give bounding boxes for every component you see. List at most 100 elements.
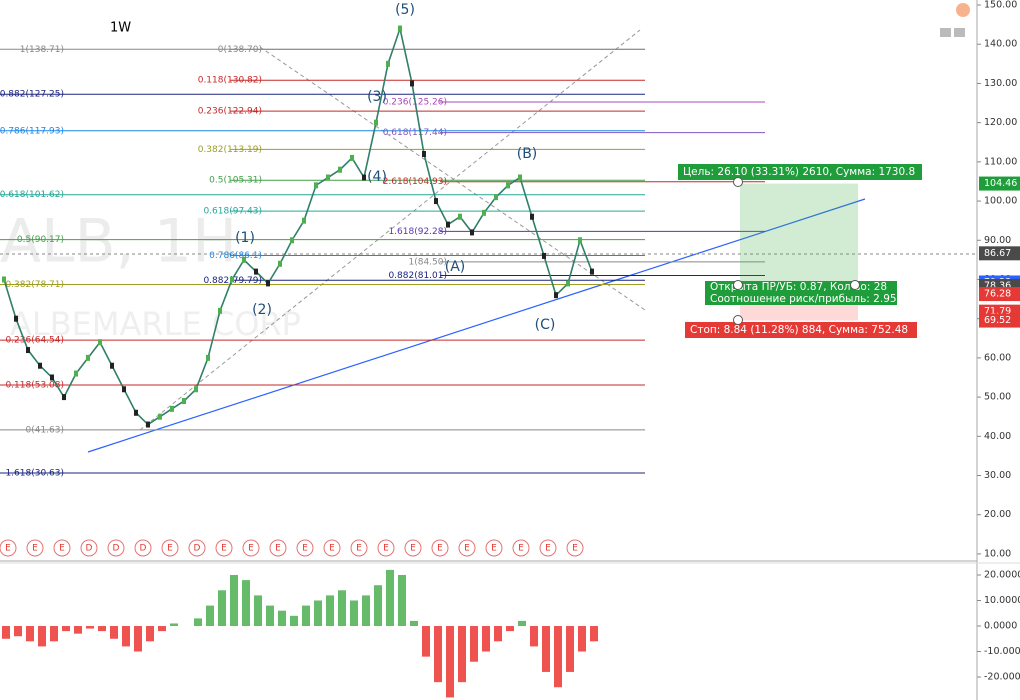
fib-label: 0.882(127.25) xyxy=(0,90,64,100)
candle xyxy=(398,25,402,32)
osc-bar xyxy=(122,626,130,647)
candle xyxy=(206,354,210,361)
candle xyxy=(494,194,498,201)
wave-label: (A) xyxy=(445,259,466,275)
fib-label: 1.618(92.28) xyxy=(388,227,447,237)
price-badge xyxy=(979,176,1020,191)
y-tick-label: 150.00 xyxy=(984,0,1017,11)
event-marker[interactable] xyxy=(485,539,503,557)
candle xyxy=(566,280,570,287)
event-marker[interactable] xyxy=(404,539,422,557)
y-tick-label: 100.00 xyxy=(984,196,1017,207)
event-marker[interactable] xyxy=(188,539,206,557)
stop-label-bg xyxy=(685,322,917,338)
candle xyxy=(158,413,162,420)
fib-diagonal xyxy=(259,46,646,311)
candle xyxy=(338,166,342,173)
candle xyxy=(386,60,390,67)
osc-bar xyxy=(26,626,34,642)
candle xyxy=(410,80,414,87)
event-marker[interactable] xyxy=(566,539,584,557)
event-marker[interactable] xyxy=(0,539,17,557)
candle xyxy=(62,394,66,401)
fib-label: 0.618(117.44) xyxy=(383,128,447,138)
event-marker[interactable] xyxy=(296,539,314,557)
event-label: E xyxy=(518,544,524,554)
y-tick-label: 130.00 xyxy=(984,78,1017,89)
osc-tick-label: 10.0000 xyxy=(984,595,1020,606)
fib-label: 0.5(90.17) xyxy=(17,235,64,245)
event-label: E xyxy=(491,544,497,554)
osc-bar xyxy=(266,605,274,627)
event-marker[interactable] xyxy=(458,539,476,557)
candle xyxy=(86,354,90,361)
handle[interactable] xyxy=(733,315,743,325)
osc-bar xyxy=(14,626,22,637)
event-marker[interactable] xyxy=(269,539,287,557)
osc-bar xyxy=(2,626,10,639)
event-label: E xyxy=(383,544,389,554)
event-marker[interactable] xyxy=(26,539,44,557)
candle xyxy=(38,362,42,369)
osc-bar xyxy=(374,585,382,627)
target-label: Цель: 26.10 (33.31%) 2610, Сумма: 1730.8 xyxy=(683,166,915,178)
avatar[interactable] xyxy=(956,3,970,17)
fib-label: 1(138.71) xyxy=(20,45,64,55)
osc-bar xyxy=(314,600,322,627)
scale-button[interactable] xyxy=(940,28,951,37)
event-marker[interactable] xyxy=(323,539,341,557)
fib-label: 0.5(105.31) xyxy=(209,176,262,186)
price-badge-label: 69.52 xyxy=(984,315,1011,326)
event-marker[interactable] xyxy=(107,539,125,557)
osc-bar xyxy=(530,626,538,647)
event-marker[interactable] xyxy=(431,539,449,557)
candle xyxy=(506,182,510,189)
handle[interactable] xyxy=(733,177,743,187)
scale-button[interactable] xyxy=(954,28,965,37)
osc-bar xyxy=(242,580,250,627)
wave-label: (2) xyxy=(252,302,272,318)
event-label: E xyxy=(248,544,254,554)
event-marker[interactable] xyxy=(512,539,530,557)
osc-bar xyxy=(578,626,586,652)
osc-bar xyxy=(518,620,526,627)
event-label: D xyxy=(140,544,147,554)
osc-bar xyxy=(386,569,394,627)
candle xyxy=(182,398,186,405)
price-badge-label: 86.67 xyxy=(984,248,1011,259)
y-tick-label: 140.00 xyxy=(984,39,1017,50)
candle xyxy=(122,386,126,393)
y-tick-label: 50.00 xyxy=(984,392,1011,403)
event-label: E xyxy=(221,544,227,554)
event-marker[interactable] xyxy=(134,539,152,557)
handle[interactable] xyxy=(850,280,860,290)
event-marker[interactable] xyxy=(377,539,395,557)
osc-bar xyxy=(134,626,142,652)
event-marker[interactable] xyxy=(350,539,368,557)
osc-bar xyxy=(542,626,550,672)
event-marker[interactable] xyxy=(80,539,98,557)
price-badge xyxy=(979,287,1020,302)
event-label: E xyxy=(545,544,551,554)
event-marker[interactable] xyxy=(539,539,557,557)
fib-label: 0(41.63) xyxy=(25,425,64,435)
watermark: ALB, 1H xyxy=(0,207,237,277)
osc-tick-label: 0.0000 xyxy=(984,621,1017,632)
open-label: Открыта ПР/УБ: 0.87, Кол-во: 28 xyxy=(710,281,887,293)
fib-label: 0.236(64.54) xyxy=(5,336,64,346)
candle xyxy=(266,280,270,287)
event-marker[interactable] xyxy=(53,539,71,557)
wave-label: (4) xyxy=(367,169,387,185)
osc-bar xyxy=(554,626,562,688)
osc-bar xyxy=(74,626,82,634)
event-marker[interactable] xyxy=(242,539,260,557)
event-marker[interactable] xyxy=(215,539,233,557)
fib-label: 1(84.50) xyxy=(408,257,447,267)
osc-bar xyxy=(482,626,490,652)
handle[interactable] xyxy=(733,280,743,290)
osc-bar xyxy=(302,605,310,627)
event-marker[interactable] xyxy=(161,539,179,557)
